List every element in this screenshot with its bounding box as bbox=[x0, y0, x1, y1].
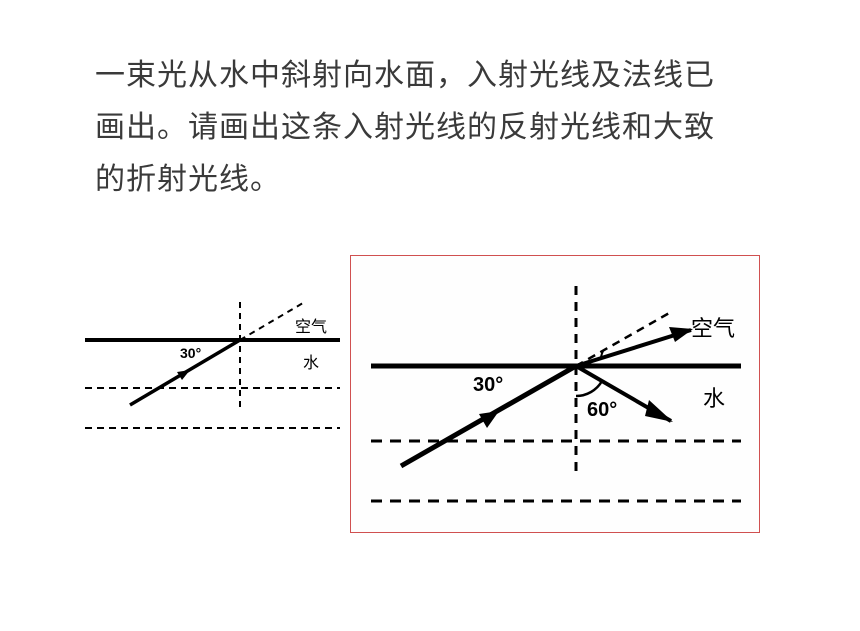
refracted-arrow bbox=[669, 327, 693, 342]
air-label: 空气 bbox=[295, 318, 327, 336]
answer-box: 30° 60° 空气 水 bbox=[350, 255, 760, 533]
air-label: 空气 bbox=[691, 316, 735, 341]
angle-30-label: 30° bbox=[180, 345, 201, 361]
angle-arc bbox=[576, 381, 602, 396]
angle-60-label: 60° bbox=[587, 399, 617, 421]
angle-30-label: 30° bbox=[473, 374, 503, 396]
diagram-large: 30° 60° 空气 水 bbox=[351, 256, 759, 532]
diagram-small: 30° 空气 水 bbox=[85, 300, 340, 450]
incident-arrow bbox=[177, 370, 190, 380]
question-text: 一束光从水中斜射向水面，入射光线及法线已画出。请画出这条入射光线的反射光线和大致… bbox=[95, 50, 735, 206]
water-label: 水 bbox=[703, 386, 725, 411]
page-root: { "question": { "text": "一束光从水中斜射向水面，入射光… bbox=[0, 0, 860, 631]
incident-extension bbox=[240, 303, 303, 340]
reflected-arrow bbox=[645, 400, 673, 422]
water-label: 水 bbox=[303, 354, 319, 372]
